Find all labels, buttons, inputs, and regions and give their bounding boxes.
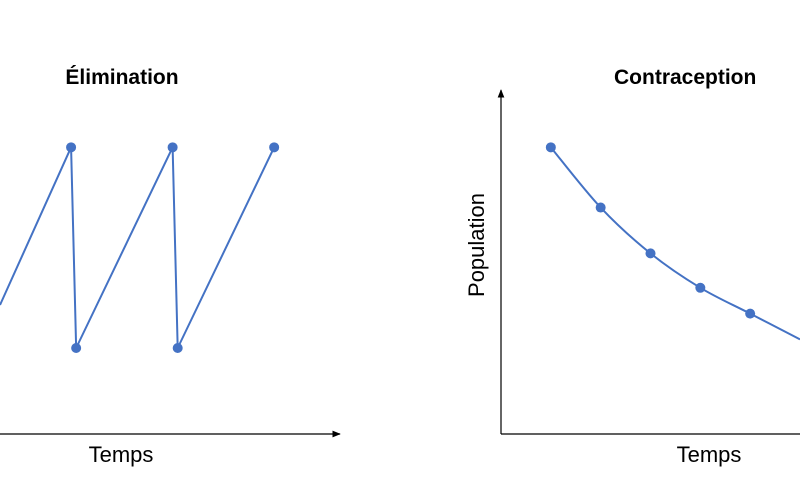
contraception-chart: Contraception Population Temps: [464, 66, 800, 467]
elimination-data-point: [71, 343, 82, 353]
elimination-data-point: [172, 343, 183, 353]
contraception-data-point: [545, 142, 556, 153]
contraception-title: Contraception: [614, 66, 756, 89]
elimination-data-point: [269, 142, 280, 153]
elimination-series: [0, 142, 280, 353]
elimination-series-line: [0, 146, 276, 349]
elimination-data-point: [66, 142, 77, 153]
contraception-data-point: [595, 202, 606, 213]
contraception-series-line: [550, 146, 800, 341]
contraception-series: [545, 142, 800, 341]
contraception-x-label: Temps: [677, 442, 742, 467]
elimination-title: Élimination: [65, 66, 178, 89]
contraception-data-point: [645, 248, 656, 259]
contraception-data-point: [745, 308, 756, 319]
elimination-x-label: Temps: [89, 442, 154, 467]
contraception-y-label: Population: [464, 193, 489, 297]
elimination-data-point: [167, 142, 178, 153]
contraception-data-point: [695, 282, 706, 293]
elimination-chart: Élimination Temps: [0, 66, 341, 467]
